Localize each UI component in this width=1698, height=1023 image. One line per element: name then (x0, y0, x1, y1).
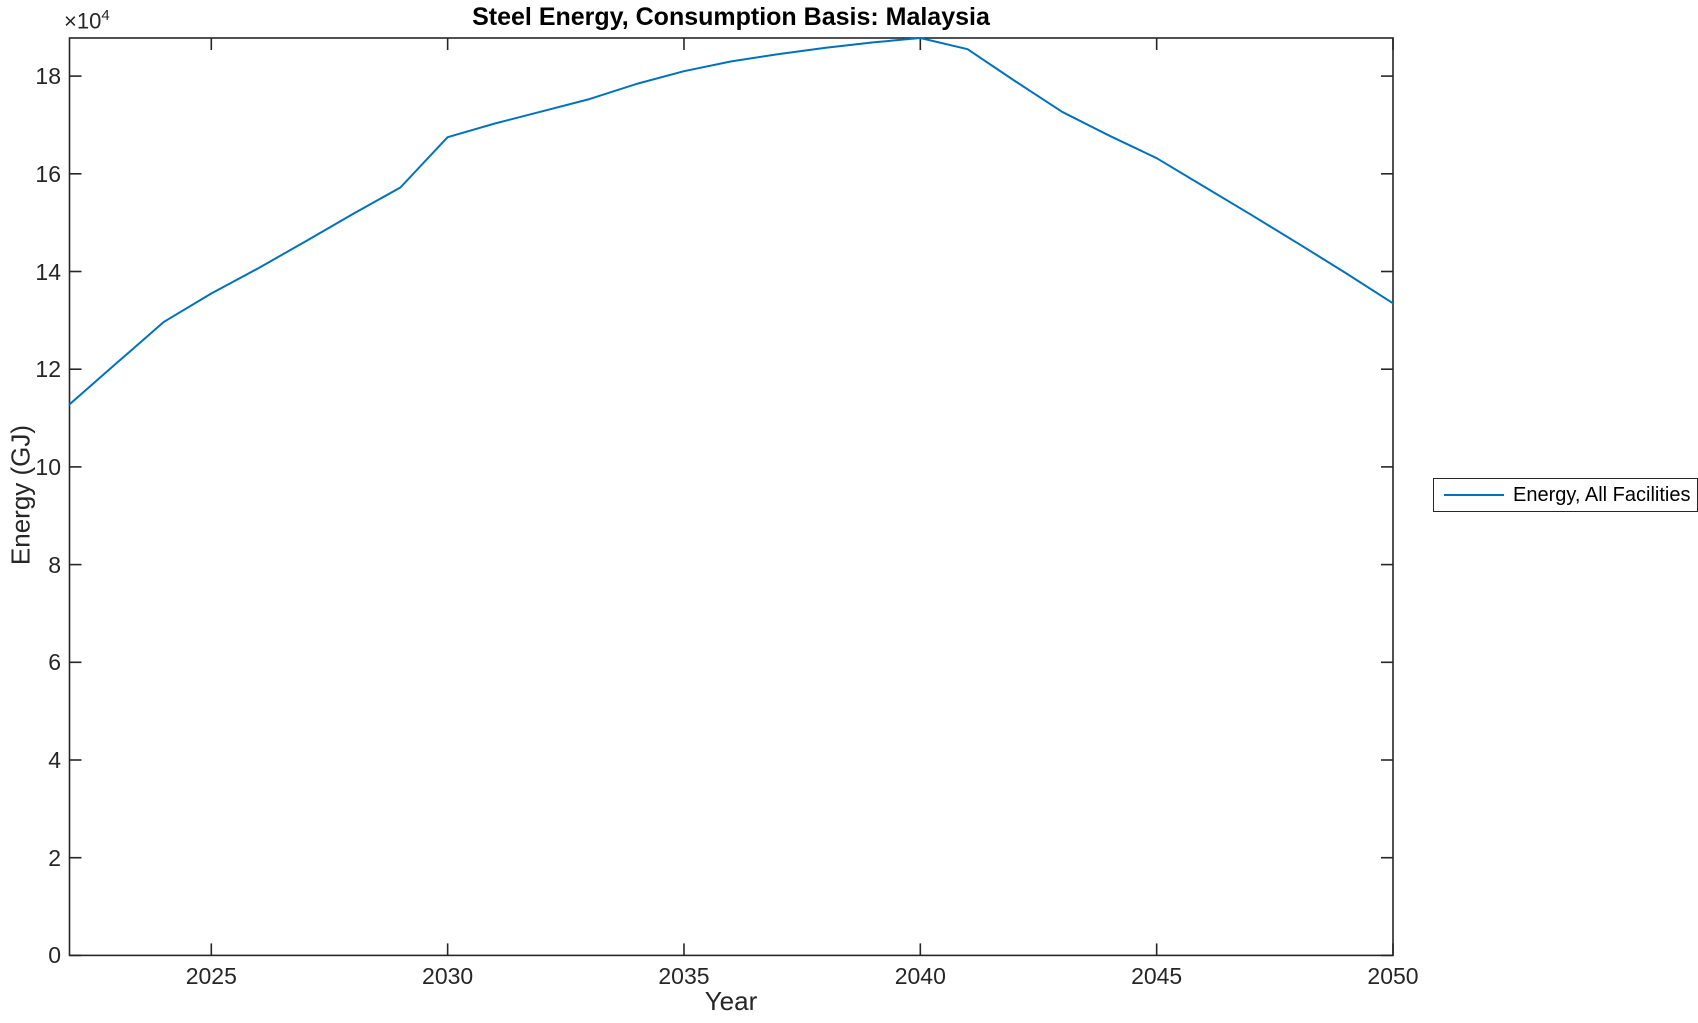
x-axis-label: Year (704, 986, 758, 1016)
y-tick-label: 4 (48, 747, 61, 773)
axes-box (68, 37, 1394, 957)
y-tick-label: 0 (48, 942, 61, 969)
legend: Energy, All Facilities (1433, 478, 1698, 512)
legend-entry-label: Energy, All Facilities (1513, 483, 1691, 506)
y-tick-label: 14 (35, 258, 61, 285)
y-tick-label: 2 (48, 844, 61, 871)
y-tick-label: 8 (48, 551, 61, 578)
data-line-series (68, 37, 1394, 406)
chart-title: Steel Energy, Consumption Basis: Malaysi… (472, 3, 990, 31)
y-tick-label: 10 (35, 453, 61, 480)
x-tick-label: 2040 (894, 963, 946, 989)
legend-line-sample (1444, 494, 1504, 496)
x-tick-label: 2025 (185, 963, 237, 989)
x-tick-label: 2030 (422, 963, 474, 989)
x-tick-label: 2035 (658, 963, 710, 989)
y-axis-exponent-power: 4 (101, 7, 110, 24)
y-tick-label: 16 (35, 160, 61, 187)
y-axis-label: Energy (GJ) (5, 424, 36, 566)
y-axis-exponent-base: ×10 (64, 8, 102, 34)
y-tick-label: 6 (48, 649, 61, 676)
x-tick-label: 2050 (1367, 963, 1419, 989)
x-tick-label: 2045 (1131, 963, 1183, 989)
y-tick-label: 18 (35, 63, 61, 90)
y-tick-label: 12 (35, 356, 61, 383)
y-axis-exponent-label: ×104 (64, 7, 110, 34)
